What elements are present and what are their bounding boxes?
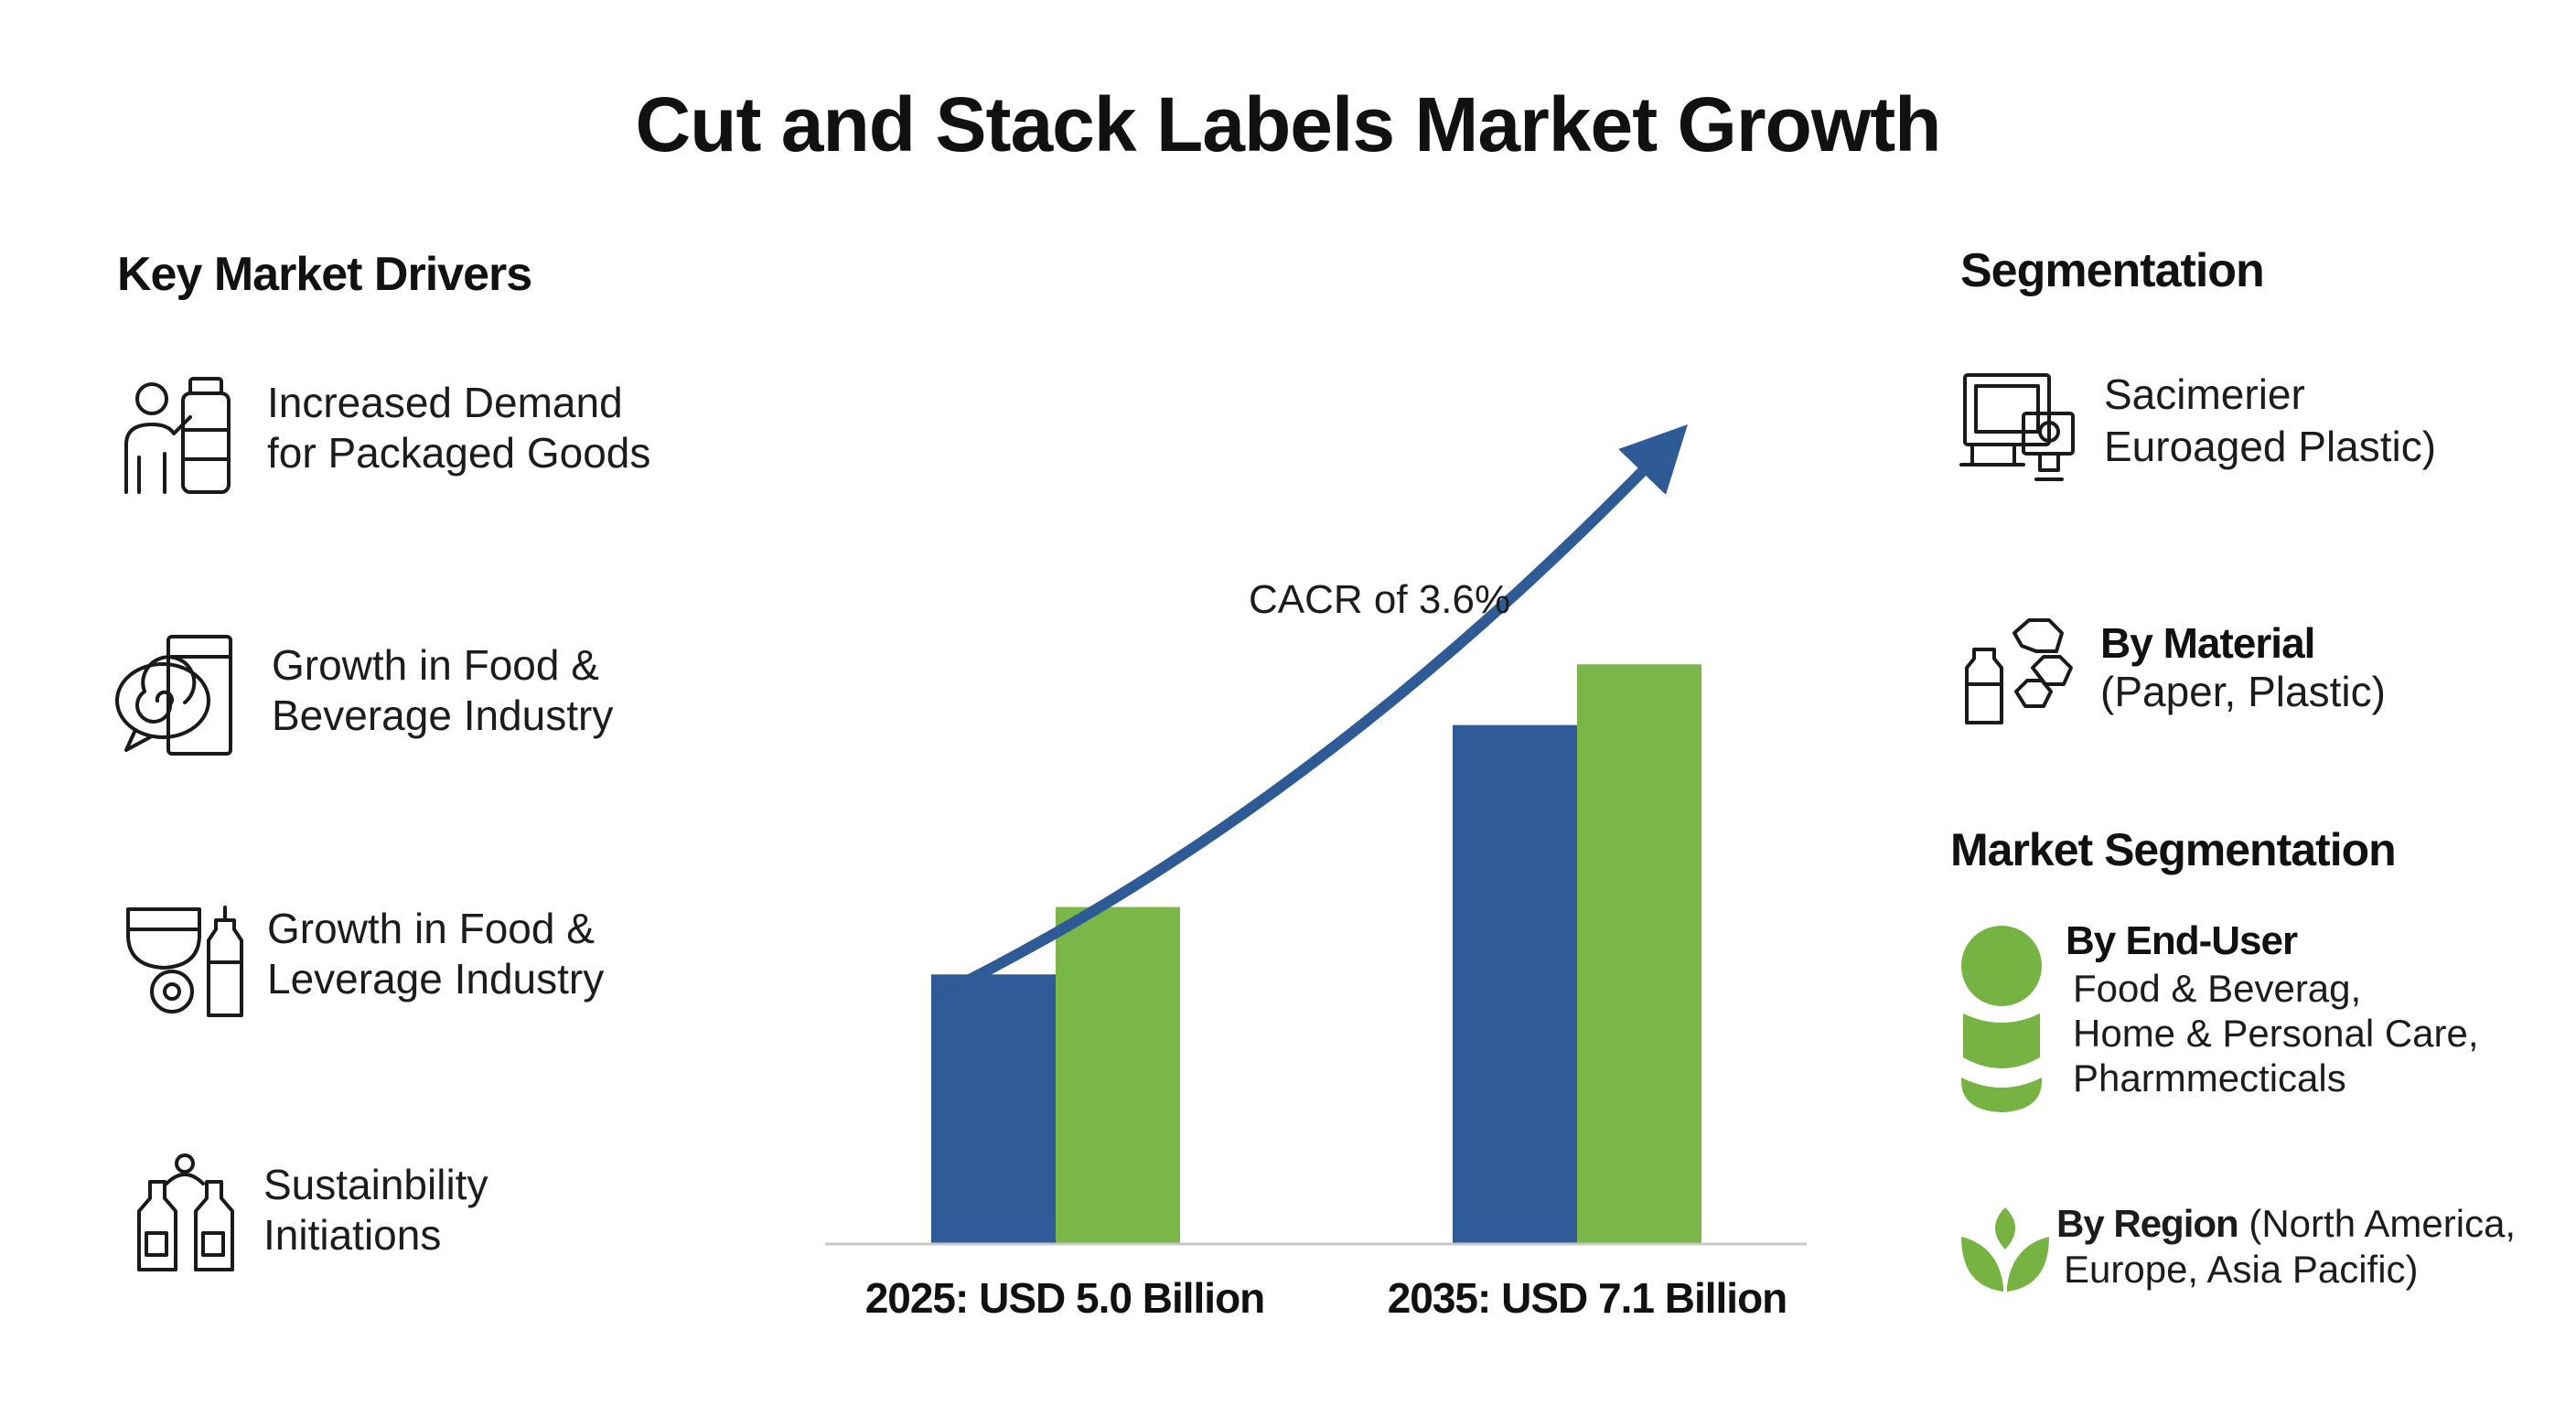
hexagon-materials-icon [1959,613,2078,732]
recycle-bottles-icon [134,1151,236,1274]
bar-blue-2025 [931,974,1056,1244]
bar-chart: CACR of 3.6% 2025: USD 5.0 Billion 2035:… [825,424,1807,1322]
page-title: Cut and Stack Labels Market Growth [635,81,1942,167]
segmentation-heading: Segmentation [1960,244,2265,297]
person-bottle-icon [119,373,238,497]
driver-2-line2: Beverage Industry [272,692,614,739]
cagr-annotation: CACR of 3.6% [1249,577,1510,622]
end-user-line-1: Food & Beverag, [2073,967,2362,1010]
driver-4-line2: Initiations [263,1211,442,1259]
driver-1-line2: for Packaged Goods [267,429,651,477]
bar-green-2035 [1577,664,1701,1244]
category-label-2025: 2025: USD 5.0 Billion [865,1274,1265,1322]
seg-item1-line2: Euroaged Plastic) [2104,423,2437,470]
bar-green-2025 [1056,906,1180,1244]
end-user-line-3: Pharmmecticals [2073,1056,2346,1099]
seg-item2-line2: (Paper, Plastic) [2100,668,2386,715]
food-package-icon [112,631,240,759]
region-title: By Region [2056,1202,2239,1245]
end-user-line-2: Home & Personal Care, [2073,1012,2479,1055]
region-rest: (North America, [2238,1202,2517,1245]
driver-4-line1: Sustainbility [263,1161,488,1208]
monitor-label-icon [1959,370,2078,484]
seg-item2-title: By Material [2100,619,2315,667]
stacked-discs-icon [1958,924,2045,1116]
end-user-title: By End-User [2066,918,2298,963]
driver-1-line1: Increased Demand [267,379,623,426]
market-segmentation-heading: Market Segmentation [1950,824,2397,875]
bowl-bottle-icon [124,904,248,1018]
region-line2: Europe, Asia Pacific) [2064,1248,2419,1291]
driver-2-line1: Growth in Food & [272,641,599,689]
bar-blue-2035 [1453,724,1577,1244]
growth-trend-arrow [932,424,1688,1003]
category-label-2035: 2035: USD 7.1 Billion [1388,1274,1787,1322]
seg-item1-line1: Sacimerier [2104,370,2305,418]
driver-3-line1: Growth in Food & [267,905,595,952]
drivers-heading: Key Market Drivers [117,248,532,301]
driver-3-line2: Leverage Industry [267,955,605,1003]
leaf-sprout-icon [1959,1204,2051,1295]
